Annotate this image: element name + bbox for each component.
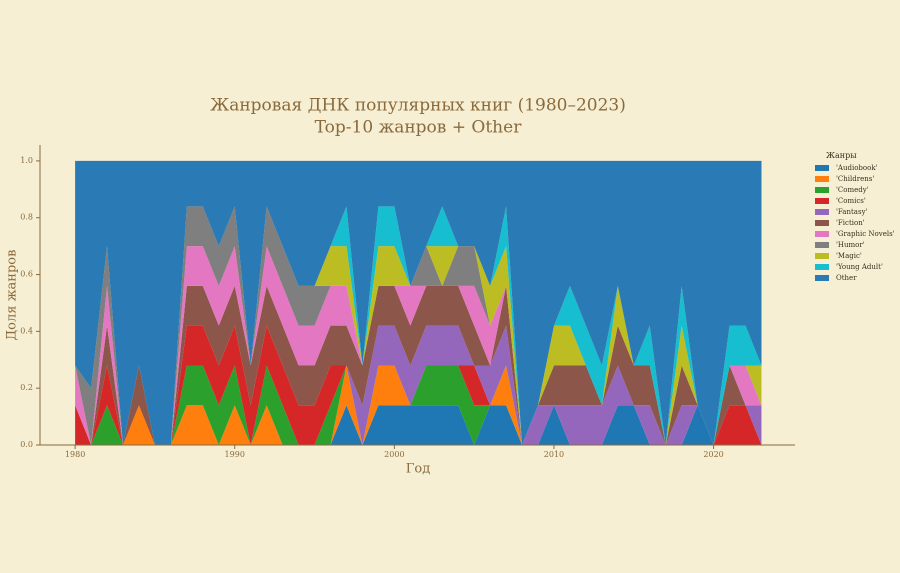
legend-swatch: [815, 242, 829, 248]
area: [75, 365, 762, 445]
area: [75, 206, 762, 445]
area: [75, 285, 762, 445]
x-tick-label: 2010: [544, 450, 564, 459]
area: [75, 325, 762, 445]
legend-swatch: [815, 198, 829, 204]
y-axis-label: Доля жанров: [5, 250, 20, 341]
legend-swatch: [815, 176, 829, 182]
legend-label: 'Comedy': [836, 186, 869, 194]
area: [75, 325, 762, 445]
legend-label: 'Comics': [836, 197, 866, 205]
legend-swatch: [815, 220, 829, 226]
chart-subtitle: Top-10 жанров + Other: [315, 118, 523, 138]
y-tick-label: 0.2: [20, 383, 33, 392]
x-tick-label: 2020: [703, 450, 723, 459]
y-tick-label: 1.0: [20, 156, 33, 165]
legend-label: 'Magic': [836, 252, 862, 260]
x-tick-label: 1990: [225, 450, 245, 459]
y-tick-label: 0.0: [20, 440, 33, 449]
legend-swatch: [815, 264, 829, 270]
legend-label: 'Audiobook': [836, 164, 878, 172]
legend-label: 'Fantasy': [836, 208, 868, 216]
y-tick-label: 0.4: [20, 326, 33, 335]
legend-label: 'Young Adult': [836, 263, 883, 271]
x-axis-label: Год: [406, 462, 430, 477]
legend-label: 'Childrens': [836, 175, 874, 183]
area: [75, 365, 762, 445]
area: [75, 160, 762, 445]
legend-label: 'Fiction': [836, 219, 865, 227]
legend-swatch: [815, 187, 829, 193]
y-tick-label: 0.8: [20, 213, 33, 222]
legend-swatch: [815, 231, 829, 237]
x-tick-label: 1980: [65, 450, 85, 459]
legend-label: 'Humor': [836, 241, 865, 249]
chart-title: Жанровая ДНК популярных книг (1980–2023): [210, 96, 626, 116]
legend-label: Other: [836, 274, 857, 282]
area: [75, 405, 762, 445]
x-tick-label: 2000: [384, 450, 404, 459]
legend-swatch: [815, 253, 829, 259]
legend-title: Жанры: [826, 151, 857, 160]
legend-swatch: [815, 209, 829, 215]
legend-label: 'Graphic Novels': [836, 230, 895, 238]
legend-swatch: [815, 165, 829, 171]
y-tick-label: 0.6: [20, 270, 33, 279]
legend-swatch: [815, 275, 829, 281]
